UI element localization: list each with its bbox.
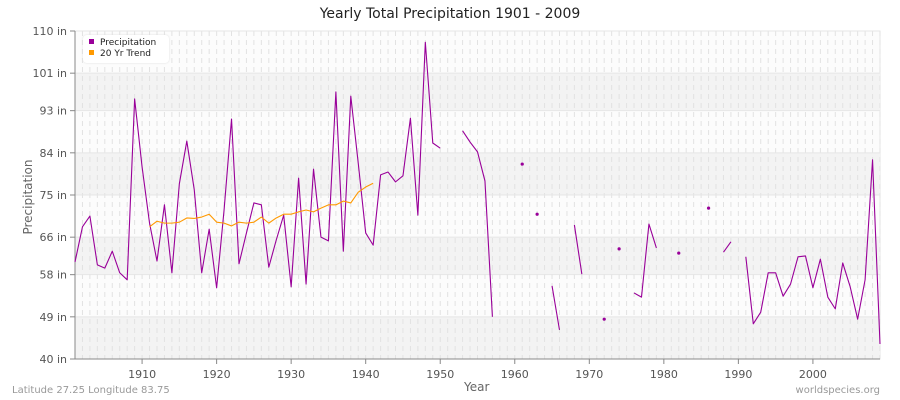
source-credit: worldspecies.org — [795, 385, 880, 396]
svg-text:1940: 1940 — [352, 368, 380, 381]
svg-text:75 in: 75 in — [39, 189, 67, 202]
legend-item-precipitation[interactable]: Precipitation — [89, 38, 156, 49]
y-axis-label: Precipitation — [21, 159, 35, 235]
horizontal-gridlines — [75, 30, 880, 360]
trend-swatch-icon — [89, 50, 94, 55]
x-axis-label: Year — [464, 380, 490, 394]
coordinates-caption: Latitude 27.25 Longitude 83.75 — [12, 385, 170, 396]
svg-text:1970: 1970 — [575, 368, 603, 381]
precipitation-swatch-icon — [89, 39, 94, 44]
svg-text:93 in: 93 in — [39, 105, 67, 118]
svg-text:1980: 1980 — [650, 368, 678, 381]
svg-text:66 in: 66 in — [39, 231, 67, 244]
svg-text:1990: 1990 — [724, 368, 752, 381]
svg-text:2000: 2000 — [799, 368, 827, 381]
svg-text:1930: 1930 — [277, 368, 305, 381]
svg-text:84 in: 84 in — [39, 147, 67, 160]
legend-label: 20 Yr Trend — [100, 49, 152, 59]
axes: 110 in 101 in 93 in 84 in 75 in 66 in 58 in 49 … — [32, 25, 880, 381]
legend: Precipitation 20 Yr Trend — [83, 35, 169, 63]
svg-text:110 in: 110 in — [32, 25, 67, 38]
svg-text:1960: 1960 — [501, 368, 529, 381]
legend-item-trend[interactable]: 20 Yr Trend — [89, 49, 151, 60]
svg-text:40 in: 40 in — [39, 353, 67, 366]
svg-text:58 in: 58 in — [39, 269, 67, 282]
svg-text:101 in: 101 in — [32, 67, 67, 80]
svg-text:1920: 1920 — [203, 368, 231, 381]
svg-text:49 in: 49 in — [39, 311, 67, 324]
legend-label: Precipitation — [100, 38, 157, 48]
series-lines — [74, 41, 881, 345]
chart-title: Yearly Total Precipitation 1901 - 2009 — [319, 6, 581, 22]
svg-text:1950: 1950 — [426, 368, 454, 381]
svg-text:1910: 1910 — [128, 368, 156, 381]
